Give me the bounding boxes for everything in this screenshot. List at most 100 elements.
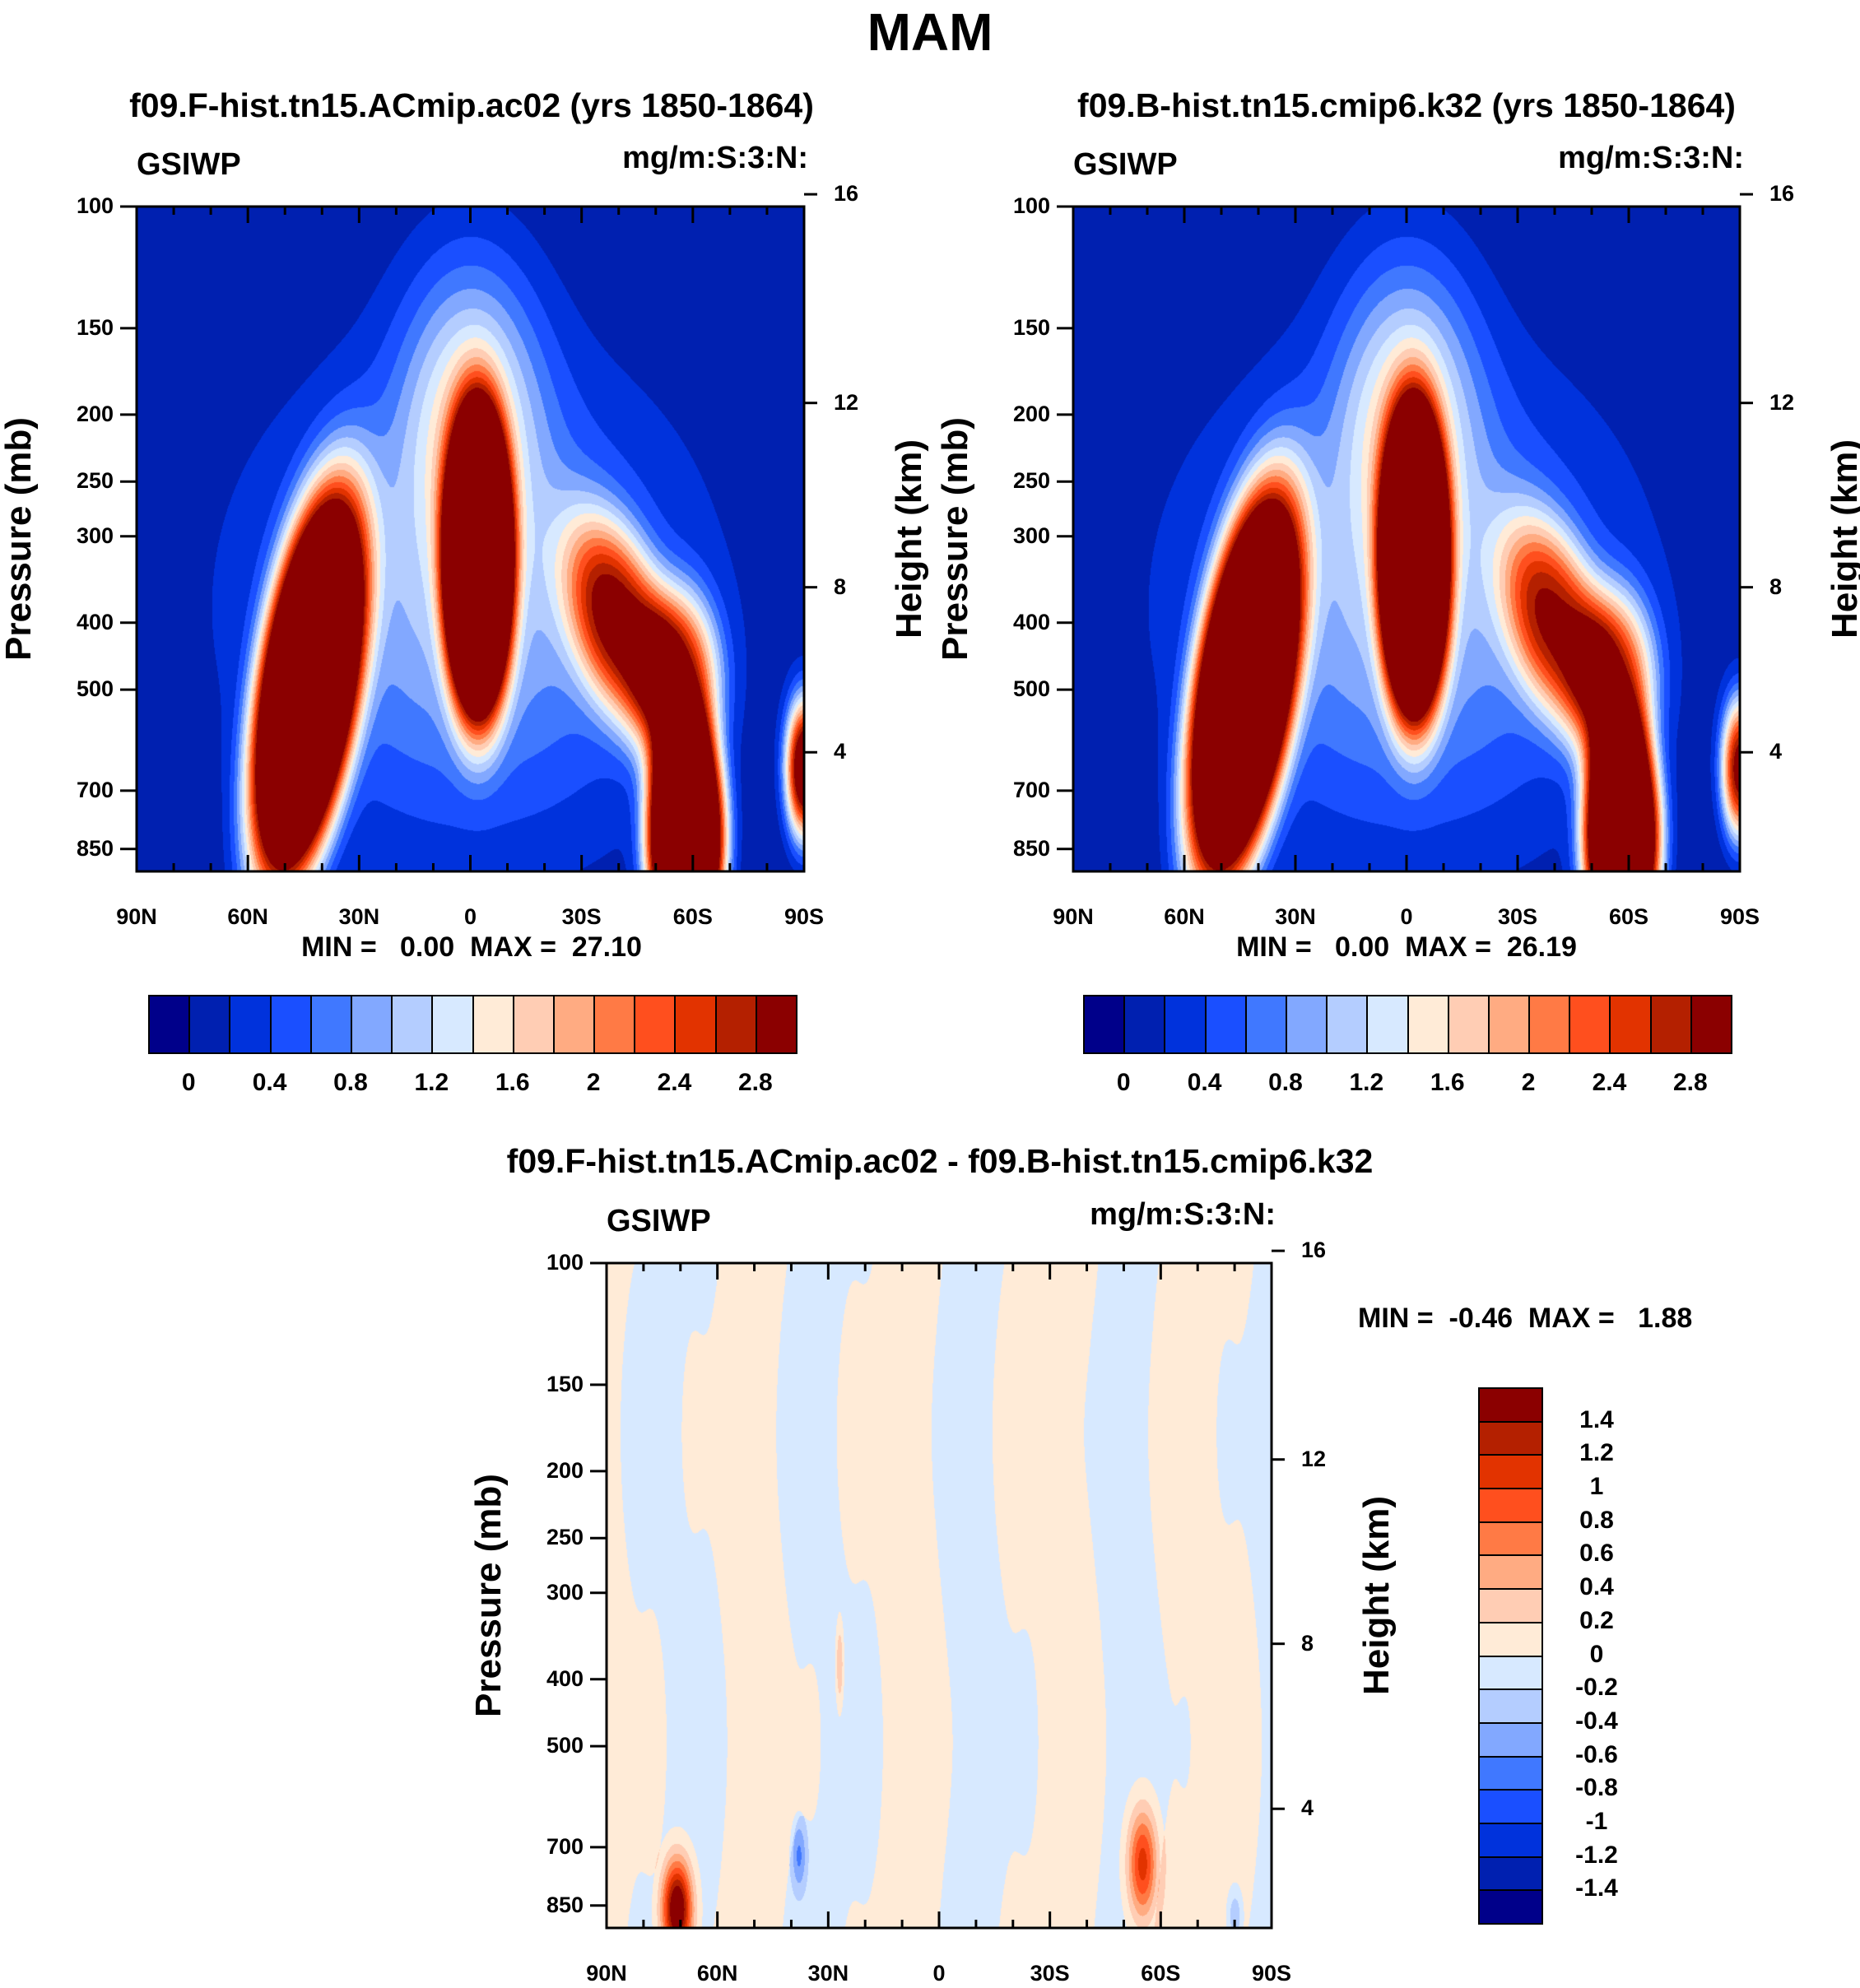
y-tick-label: 400	[546, 1665, 584, 1691]
plot-border	[605, 1261, 1273, 1930]
y-axis-label: Pressure (mb)	[0, 417, 39, 661]
x-tick-label: 30S	[1497, 904, 1538, 929]
colorbar-box	[1478, 1889, 1543, 1925]
colorbar-box	[391, 995, 434, 1054]
colorbar-label: -1.2	[1575, 1841, 1618, 1869]
x-tick-label: 90S	[1719, 904, 1760, 929]
colorbar-box	[674, 995, 717, 1054]
colorbar-label: 1.2	[1579, 1439, 1614, 1467]
axes-frame	[1057, 193, 1753, 873]
plot-border	[1072, 205, 1741, 873]
colorbar-label: -0.2	[1575, 1674, 1618, 1702]
colorbar-label: 0	[1116, 1069, 1131, 1096]
colorbar-label: 0.2	[1579, 1606, 1614, 1634]
y2-axis-label: Height (km)	[1356, 1496, 1397, 1695]
y-tick-label: 300	[546, 1579, 584, 1605]
colorbar-label: 0.8	[1268, 1069, 1303, 1096]
y-axis-label: Pressure (mb)	[935, 417, 975, 661]
plot-border	[135, 205, 806, 873]
x-tick-label: 60N	[696, 1961, 738, 1986]
colorbar-box	[1478, 1554, 1543, 1591]
y-tick-label: 400	[1012, 609, 1050, 634]
y2-tick-label: 12	[1769, 389, 1795, 415]
colorbar-label: 0.4	[1187, 1069, 1222, 1096]
y-tick-label: 250	[546, 1525, 584, 1550]
x-tick-label: 60N	[227, 904, 268, 929]
variable-label: GSIWP	[1073, 147, 1178, 182]
x-tick-label: 0	[463, 904, 477, 929]
colorbar-label: -0.4	[1575, 1707, 1618, 1735]
colorbar-box	[1407, 995, 1449, 1054]
colorbar-box	[1478, 1721, 1543, 1758]
y-tick-label: 100	[1012, 193, 1050, 218]
x-tick-label: 90S	[1251, 1961, 1292, 1986]
y-axis-label: Pressure (mb)	[468, 1474, 509, 1717]
contour-field	[607, 1263, 1272, 1928]
axes-frame	[120, 193, 817, 873]
units-label: mg/m:S:3:N:	[622, 141, 808, 175]
y2-tick-label: 8	[1769, 574, 1783, 599]
colorbar-label: 2	[1521, 1069, 1536, 1096]
colorbar-box	[714, 995, 757, 1054]
variable-label: GSIWP	[607, 1204, 711, 1238]
y-tick-label: 100	[546, 1250, 584, 1275]
colorbar-box	[472, 995, 514, 1054]
colorbar-box	[593, 995, 636, 1054]
colorbar-box	[634, 995, 677, 1054]
colorbar-label: 0.6	[1579, 1540, 1614, 1568]
y2-tick-label: 16	[1301, 1238, 1327, 1263]
y2-tick-label: 12	[1301, 1446, 1327, 1471]
y-tick-label: 700	[1012, 777, 1050, 802]
colorbar-box	[1244, 995, 1287, 1054]
y-tick-label: 850	[1012, 835, 1050, 861]
colorbar-box	[1366, 995, 1409, 1054]
x-tick-label: 30N	[1275, 904, 1316, 929]
colorbar-label: 0	[181, 1069, 196, 1096]
y2-tick-label: 8	[1301, 1630, 1314, 1656]
colorbar-box	[1447, 995, 1490, 1054]
colorbar-box	[188, 995, 231, 1054]
colorbar-box	[148, 995, 191, 1054]
colorbar-label: -1.4	[1575, 1874, 1618, 1902]
y-tick-label: 500	[76, 676, 114, 702]
units-label: mg/m:S:3:N:	[1558, 141, 1744, 175]
colorbar-box	[1285, 995, 1328, 1054]
y-tick-label: 300	[76, 523, 114, 548]
colorbar-box	[1478, 1488, 1543, 1523]
y-tick-label: 200	[546, 1457, 584, 1483]
x-tick-label: 0	[1400, 904, 1413, 929]
x-tick-label: 60S	[672, 904, 713, 929]
y-tick-label: 850	[76, 835, 114, 861]
colorbar-box	[1478, 1588, 1543, 1623]
colorbar-box	[1204, 995, 1247, 1054]
units-label: mg/m:S:3:N:	[1090, 1197, 1276, 1232]
x-tick-label: 30S	[561, 904, 602, 929]
colorbar-label: 2.8	[1672, 1069, 1708, 1096]
colorbar-label: 1.6	[1430, 1069, 1465, 1096]
colorbar-box	[1478, 1789, 1543, 1824]
colorbar-label: -0.8	[1575, 1774, 1618, 1802]
y-tick-label: 400	[76, 609, 114, 634]
colorbar-box	[755, 995, 797, 1054]
min-max-stats: MIN = 0.00 MAX = 27.10	[301, 931, 642, 963]
colorbar-box	[1326, 995, 1369, 1054]
colorbar-box	[1649, 995, 1692, 1054]
colorbar-box	[1690, 995, 1732, 1054]
colorbar-label: 0.8	[333, 1069, 368, 1096]
x-tick-label: 90S	[784, 904, 825, 929]
colorbar-box	[512, 995, 555, 1054]
y-tick-label: 500	[546, 1733, 584, 1758]
colorbar-box	[269, 995, 312, 1054]
x-tick-label: 60S	[1608, 904, 1649, 929]
colorbar-label: 0.8	[1579, 1506, 1614, 1534]
colorbar-label: 0.4	[1579, 1573, 1614, 1601]
colorbar-box	[1478, 1822, 1543, 1858]
colorbar-box	[1487, 995, 1531, 1054]
colorbar-box	[1528, 995, 1571, 1054]
colorbar-label: 2.4	[657, 1069, 692, 1096]
y-tick-label: 100	[76, 193, 114, 218]
y-tick-label: 700	[546, 1833, 584, 1859]
x-tick-label: 60N	[1164, 904, 1205, 929]
y-tick-label: 200	[1012, 401, 1050, 426]
panel-title: f09.F-hist.tn15.ACmip.ac02 (yrs 1850-186…	[129, 86, 814, 124]
